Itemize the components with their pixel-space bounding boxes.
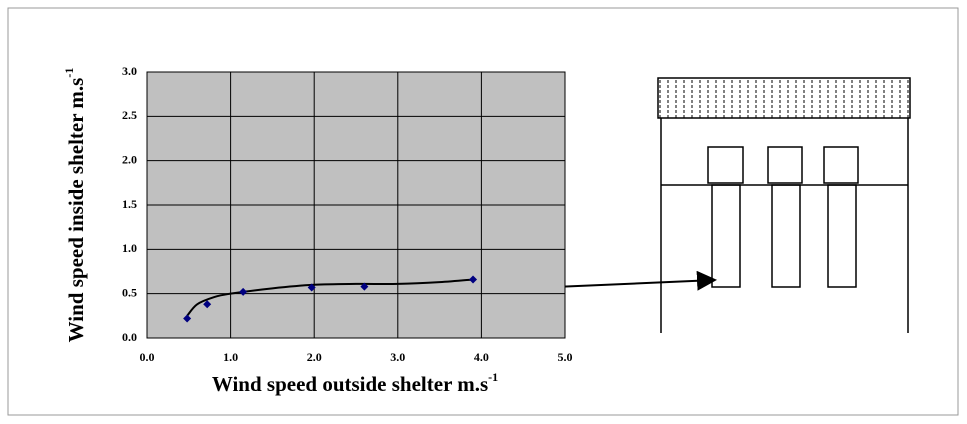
trendline: [186, 278, 474, 317]
data-point: [239, 287, 248, 296]
y-tick-label: 0.5: [122, 285, 137, 299]
x-tick-label: 4.0: [474, 350, 489, 364]
y-tick-label: 1.5: [122, 197, 137, 211]
x-axis-label: Wind speed outside shelter m.s-1: [212, 370, 498, 396]
frame: [7, 7, 959, 416]
x-tick-label: 1.0: [223, 350, 238, 364]
x-tick-label: 5.0: [558, 350, 573, 364]
y-tick-label: 1.0: [122, 241, 137, 255]
data-point: [307, 283, 316, 292]
data-point: [183, 314, 192, 323]
y-axis-label-text: Wind speed inside shelter m.s: [64, 78, 88, 343]
y-tick-label: 2.0: [122, 152, 137, 166]
y-tick-label: 0.0: [122, 330, 137, 344]
x-tick-label: 0.0: [140, 350, 155, 364]
x-tick-label: 3.0: [390, 350, 405, 364]
y-axis-label-sup: -1: [62, 68, 76, 78]
y-axis-label: Wind speed inside shelter m.s-1: [62, 68, 88, 343]
x-axis-label-text: Wind speed outside shelter m.s: [212, 372, 488, 396]
data-point: [203, 300, 212, 309]
data-point: [360, 282, 369, 291]
y-tick-label: 2.5: [122, 108, 137, 122]
data-point: [469, 275, 478, 284]
shelter-diagram: [657, 77, 911, 333]
y-tick-label: 3.0: [122, 64, 137, 78]
x-tick-label: 2.0: [307, 350, 322, 364]
x-axis-label-sup: -1: [488, 370, 498, 384]
